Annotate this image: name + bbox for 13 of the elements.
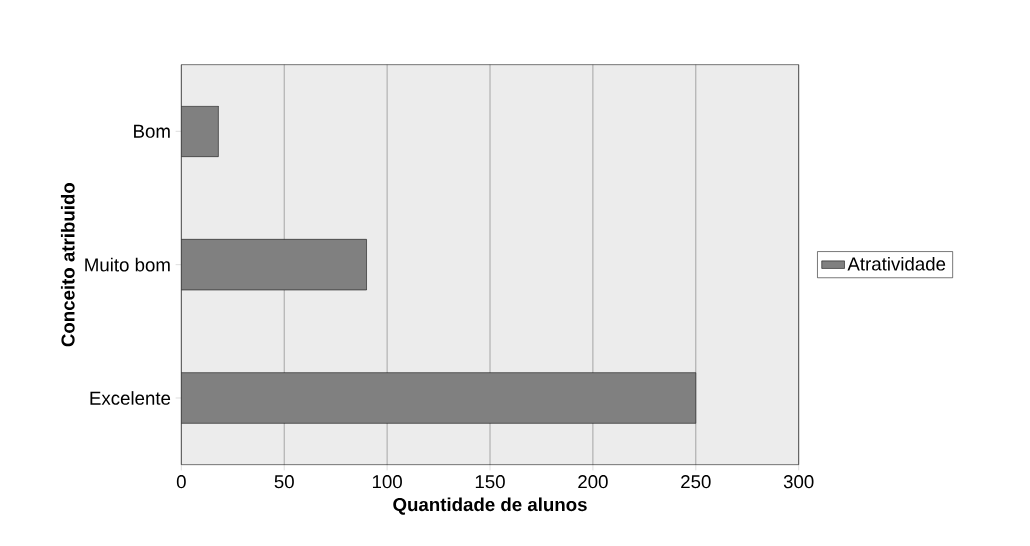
x-tick-label: 0: [176, 475, 186, 489]
x-tick-label: 200: [578, 475, 608, 489]
y-tick-label: Bom: [134, 124, 170, 138]
y-tick-label: Muito bom: [85, 257, 170, 272]
legend-label: Atratividade: [847, 256, 946, 271]
x-tick-label: 250: [681, 475, 711, 489]
y-axis-title: Conceito atribuido: [60, 182, 75, 347]
x-tick-label: 300: [783, 475, 814, 489]
y-tick-label: Excelente: [90, 391, 171, 405]
x-tick-label: 100: [372, 475, 402, 489]
x-tick-label: 150: [475, 475, 505, 489]
x-axis-title: Quantidade de alunos: [393, 497, 587, 515]
x-tick-label: 50: [274, 475, 294, 489]
